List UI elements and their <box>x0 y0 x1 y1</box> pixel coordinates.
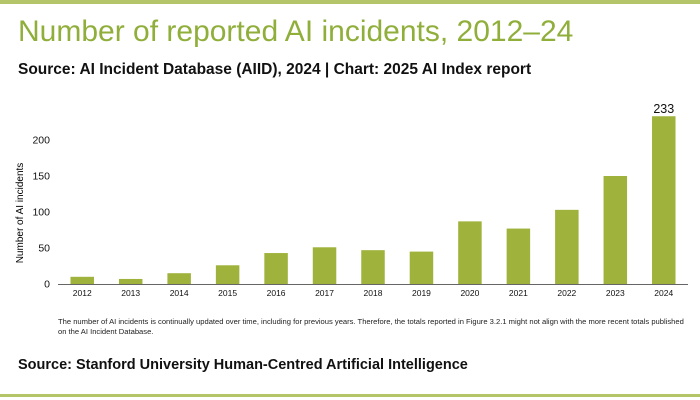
chart-note: The number of AI incidents is continuall… <box>58 317 684 336</box>
bar-2018 <box>361 250 385 284</box>
x-tick-label: 2021 <box>509 288 528 298</box>
bottom-rule <box>0 394 700 397</box>
x-tick-label: 2015 <box>218 288 237 298</box>
data-label: 233 <box>653 102 674 116</box>
x-tick-label: 2016 <box>267 288 286 298</box>
footer-source: Source: Stanford University Human-Centre… <box>18 357 468 373</box>
bar-2020 <box>458 221 482 284</box>
y-axis-title: Number of AI incidents <box>15 163 26 264</box>
x-tick-label: 2019 <box>412 288 431 298</box>
page-title: Number of reported AI incidents, 2012–24 <box>18 15 574 48</box>
bar-chart: Number of AI incidents 0 50 100 150 200 2012… <box>15 102 688 298</box>
x-tick-label: 2020 <box>460 288 479 298</box>
x-tick-label: 2018 <box>364 288 383 298</box>
x-tick-label: 2014 <box>170 288 189 298</box>
x-tick-label: 2013 <box>121 288 140 298</box>
y-tick-label: 100 <box>32 207 50 219</box>
page-subtitle: Source: AI Incident Database (AIID), 202… <box>18 61 532 78</box>
top-rule <box>0 0 700 4</box>
bar-2016 <box>264 253 288 284</box>
y-tick-label: 0 <box>44 279 50 291</box>
x-tick-label: 2022 <box>557 288 576 298</box>
bar-2013 <box>118 278 143 284</box>
bar-2021 <box>506 228 531 284</box>
x-tick-label: 2024 <box>654 288 673 298</box>
bar-2023 <box>603 176 628 284</box>
bar-2012 <box>70 276 94 284</box>
bar-2022 <box>555 209 579 284</box>
bar-2019 <box>409 251 434 284</box>
x-tick-label: 2012 <box>73 288 92 298</box>
x-tick-label: 2023 <box>606 288 625 298</box>
x-tick-label: 2017 <box>315 288 334 298</box>
bar-2015 <box>215 265 240 284</box>
y-tick-label: 150 <box>32 171 50 183</box>
bar-2014 <box>167 273 191 284</box>
bar-2024 <box>652 116 676 285</box>
bar-2017 <box>312 247 337 284</box>
y-tick-label: 200 <box>32 135 50 147</box>
y-tick-label: 50 <box>38 243 50 255</box>
